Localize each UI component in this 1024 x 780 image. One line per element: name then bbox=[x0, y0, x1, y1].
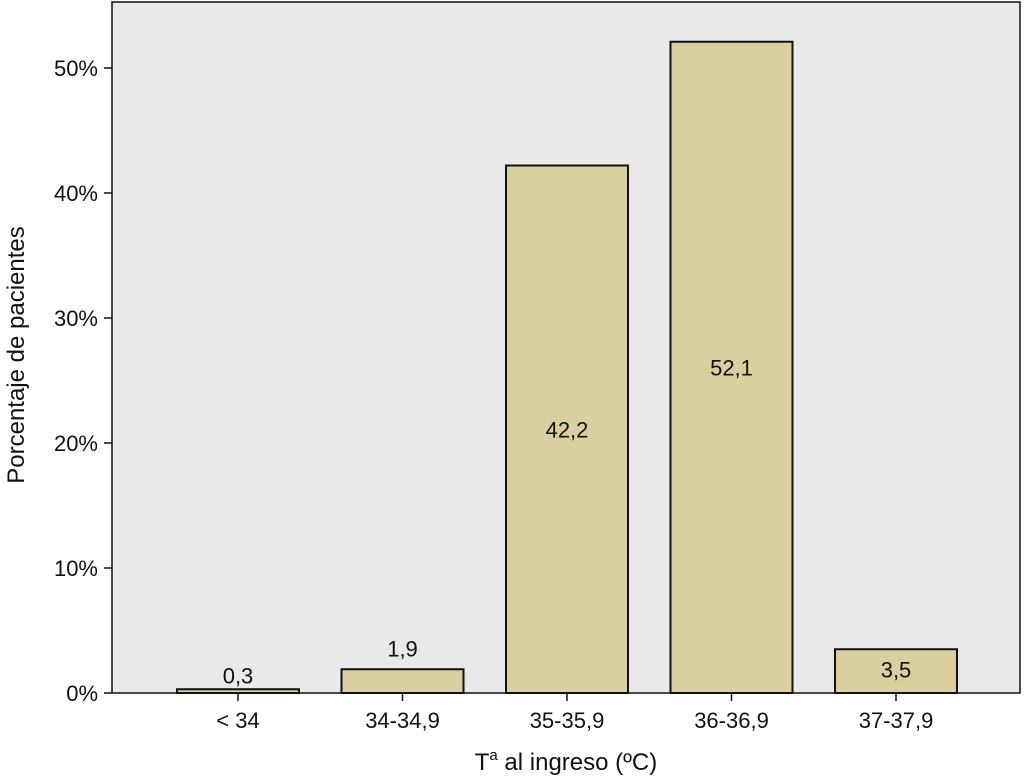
bars-group bbox=[176, 40, 958, 694]
bar bbox=[176, 688, 300, 694]
y-tick-label: 40% bbox=[54, 181, 98, 206]
x-tick-label: 36-36,9 bbox=[694, 708, 769, 733]
y-tick-label: 50% bbox=[54, 56, 98, 81]
data-labels-group: 0,3 1,9 42,2 52,1 3,5 bbox=[223, 355, 912, 688]
y-tick-label: 20% bbox=[54, 431, 98, 456]
bar bbox=[505, 164, 629, 694]
x-axis-title: Ta al ingreso (ºC) bbox=[475, 747, 658, 776]
x-tick-label: 37-37,9 bbox=[859, 708, 934, 733]
bar bbox=[340, 668, 465, 694]
x-axis: < 34 34-34,9 35-35,9 36-36,9 37-37,9 bbox=[216, 693, 933, 733]
bar-value-label: 42,2 bbox=[546, 417, 589, 442]
bar-value-label: 1,9 bbox=[387, 636, 418, 661]
bar-value-label: 3,5 bbox=[881, 657, 912, 682]
x-tick-label: 34-34,9 bbox=[365, 708, 440, 733]
y-tick-label: 0% bbox=[66, 681, 98, 706]
x-tick-label: < 34 bbox=[216, 708, 259, 733]
bar-value-label: 52,1 bbox=[710, 355, 753, 380]
y-tick-label: 10% bbox=[54, 556, 98, 581]
y-axis: 0% 10% 20% 30% 40% 50% bbox=[54, 56, 112, 706]
x-tick-label: 35-35,9 bbox=[530, 708, 605, 733]
y-tick-label: 30% bbox=[54, 306, 98, 331]
y-axis-title: Porcentaje de pacientes bbox=[3, 226, 30, 484]
bar-value-label: 0,3 bbox=[223, 663, 254, 688]
